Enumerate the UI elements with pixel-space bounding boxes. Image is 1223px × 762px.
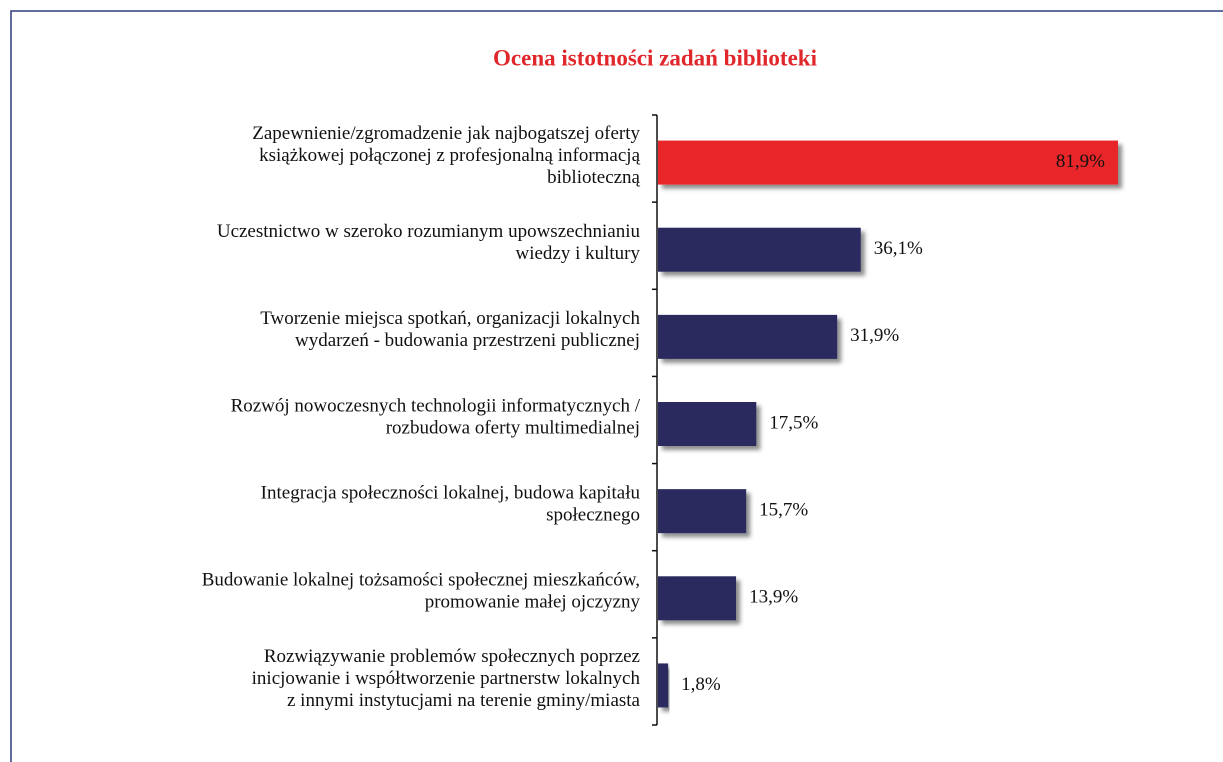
value-label: 13,9%	[749, 587, 798, 608]
category-label: rozbudowa oferty multimedialnej	[386, 417, 640, 438]
value-label: 81,9%	[1056, 151, 1105, 172]
value-label: 1,8%	[681, 674, 721, 695]
bar	[658, 140, 1118, 185]
category-label: Tworzenie miejsca spotkań, organizacji l…	[260, 308, 640, 329]
category-label: promowanie małej ojczyzny	[425, 592, 641, 613]
category-label: wydarzeń - budowania przestrzeni publicz…	[295, 330, 640, 351]
value-label: 17,5%	[769, 412, 818, 433]
category-label: społecznego	[546, 505, 640, 526]
category-label: wiedzy i kultury	[515, 243, 640, 264]
bar	[658, 314, 838, 359]
category-label: biblioteczną	[547, 167, 640, 188]
category-label: z innymi instytucjami na terenie gminy/m…	[287, 690, 641, 711]
category-label: Uczestnictwo w szeroko rozumianym upowsz…	[217, 221, 641, 242]
category-label: Zapewnienie/zgromadzenie jak najbogatsze…	[252, 123, 640, 144]
category-label: książkowej połączonej z profesjonalną in…	[259, 145, 640, 166]
bar	[658, 402, 757, 446]
bar	[658, 663, 669, 708]
bar	[658, 576, 737, 621]
category-label: Rozwój nowoczesnych technologii informat…	[231, 395, 641, 416]
category-label: Integracja społeczności lokalnej, budowa…	[261, 483, 641, 504]
bar	[658, 489, 747, 534]
value-label: 15,7%	[759, 500, 808, 521]
category-label: Rozwiązywanie problemów społecznych popr…	[264, 646, 640, 667]
category-label: inicjowanie i współtworzenie partnerstw …	[252, 668, 641, 689]
value-label: 31,9%	[850, 325, 899, 346]
bar	[658, 227, 861, 272]
frame	[10, 10, 1223, 762]
category-label: Budowanie lokalnej tożsamości społecznej…	[202, 570, 640, 591]
value-label: 36,1%	[874, 238, 923, 259]
chart-title: Ocena istotności zadań biblioteki	[493, 45, 818, 70]
